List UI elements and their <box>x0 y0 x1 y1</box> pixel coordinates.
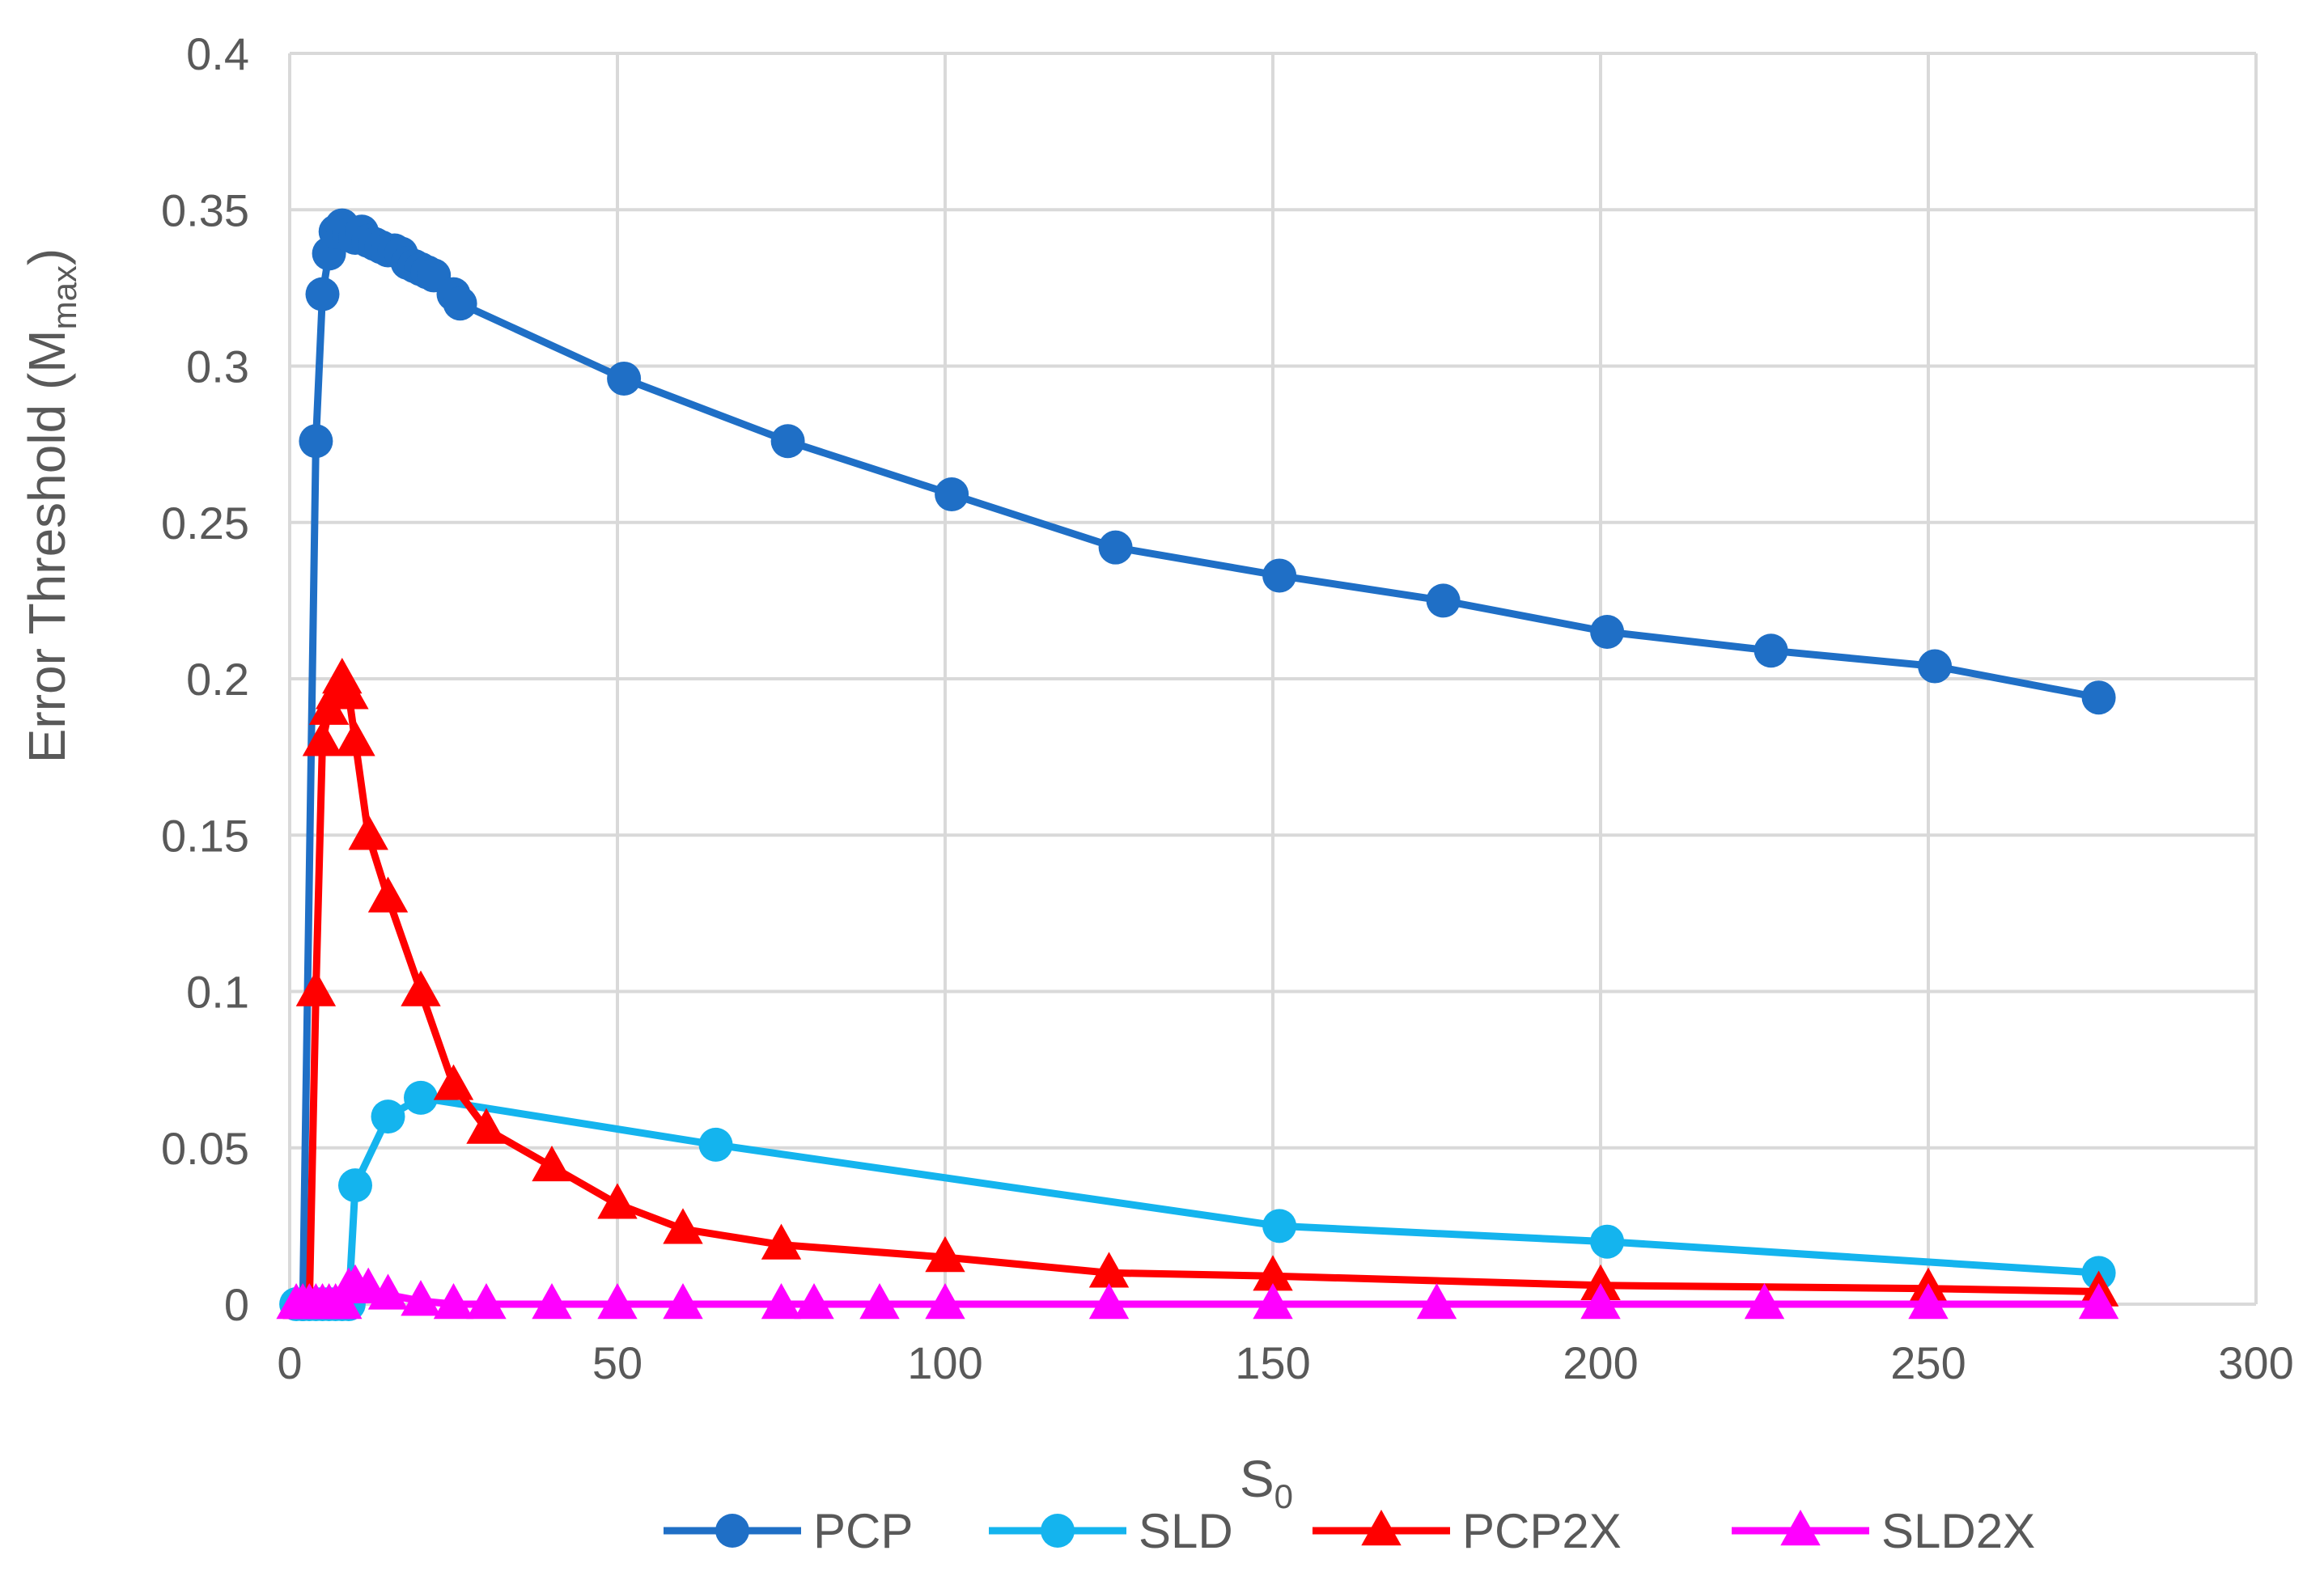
x-axis-ticks: 0 50 100 150 200 250 300 <box>277 1337 2293 1388</box>
y-tick-label: 0.35 <box>161 184 249 235</box>
data-point <box>935 477 969 511</box>
series-line-pcp <box>299 222 2103 1308</box>
legend-item-sld2x: SLD2X <box>1732 1504 2035 1558</box>
data-point <box>329 673 369 710</box>
x-tick-label: 0 <box>277 1337 302 1388</box>
y-tick-label: 0.2 <box>186 654 249 705</box>
legend-marker <box>1780 1510 1821 1546</box>
data-point <box>1416 1283 1457 1320</box>
data-point <box>348 814 388 850</box>
data-point <box>302 720 343 756</box>
series-pcp <box>286 208 2116 1321</box>
data-point <box>607 361 642 396</box>
y-tick-label: 0.05 <box>161 1123 249 1174</box>
data-point <box>1908 1283 1949 1320</box>
data-point <box>1253 1283 1293 1320</box>
x-tick-label: 100 <box>907 1337 982 1388</box>
y-tick-label: 0.3 <box>186 341 249 392</box>
legend-label: PCP2X <box>1462 1504 1622 1558</box>
data-point <box>443 286 477 321</box>
x-tick-label: 300 <box>2218 1337 2293 1388</box>
grid <box>288 52 2258 1306</box>
legend-item-sld: SLD <box>989 1504 1233 1558</box>
data-point <box>925 1283 965 1320</box>
data-point <box>1426 583 1461 618</box>
data-point <box>532 1145 572 1182</box>
x-tick-label: 150 <box>1235 1337 1310 1388</box>
data-point <box>663 1208 703 1244</box>
data-point <box>299 424 333 459</box>
data-point <box>1088 1283 1130 1320</box>
data-point <box>1754 633 1788 668</box>
data-point <box>597 1183 638 1219</box>
legend: PCP SLD PCP2X SLD2X <box>664 1504 2035 1558</box>
data-point <box>433 1283 474 1320</box>
legend-item-pcp: PCP <box>664 1504 913 1558</box>
y-tick-label: 0.1 <box>186 967 249 1018</box>
data-point <box>597 1283 638 1320</box>
series-pcp2x <box>282 658 2119 1320</box>
data-point <box>925 1236 965 1273</box>
data-point <box>761 1223 802 1260</box>
data-point <box>698 1127 733 1162</box>
legend-label: SLD2X <box>1881 1504 2035 1558</box>
data-point <box>367 876 409 913</box>
data-point <box>1253 1255 1293 1291</box>
data-point <box>1262 1209 1297 1243</box>
x-tick-label: 50 <box>592 1337 642 1388</box>
data-point <box>770 424 805 459</box>
x-axis-title: S0 <box>1240 1450 1293 1515</box>
y-tick-label: 0.15 <box>161 810 249 861</box>
data-point <box>663 1283 703 1320</box>
legend-label: SLD <box>1139 1504 1233 1558</box>
legend-marker <box>1041 1514 1075 1548</box>
data-point <box>371 1099 405 1134</box>
data-point <box>404 1080 438 1115</box>
series-sld2x <box>276 1264 2119 1320</box>
plot-area <box>276 208 2119 1321</box>
x-tick-label: 250 <box>1890 1337 1966 1388</box>
legend-item-pcp2x: PCP2X <box>1313 1504 1622 1558</box>
data-point <box>2081 680 2116 715</box>
data-point <box>1744 1283 1785 1320</box>
legend-marker <box>715 1514 749 1548</box>
y-axis-title: Error Threshold (Mmax) <box>18 248 83 764</box>
y-tick-label: 0.25 <box>161 498 249 549</box>
y-tick-label: 0 <box>224 1279 249 1330</box>
data-point <box>401 970 441 1006</box>
data-point <box>433 1064 474 1100</box>
data-point <box>1580 1283 1621 1320</box>
x-tick-label: 200 <box>1563 1337 1638 1388</box>
data-point <box>466 1108 507 1144</box>
data-point <box>1580 1264 1621 1301</box>
data-point <box>1590 615 1625 650</box>
data-point <box>335 720 375 756</box>
data-point <box>305 277 340 311</box>
y-tick-label: 0.4 <box>186 28 249 79</box>
data-point <box>859 1283 900 1320</box>
data-point <box>1262 558 1297 593</box>
data-point <box>532 1283 572 1320</box>
data-point <box>2078 1283 2119 1320</box>
legend-label: PCP <box>813 1504 913 1558</box>
data-point <box>295 970 337 1006</box>
data-point <box>1918 649 1953 684</box>
data-point <box>338 1168 372 1203</box>
data-point <box>1098 530 1133 565</box>
data-point <box>1088 1252 1130 1288</box>
data-point <box>761 1283 802 1320</box>
data-point <box>794 1283 834 1320</box>
data-point <box>401 1280 441 1316</box>
data-point <box>466 1283 507 1320</box>
y-axis-ticks: 0 0.05 0.1 0.15 0.2 0.25 0.3 0.35 0.4 <box>161 28 249 1330</box>
data-point <box>367 1273 409 1310</box>
legend-marker <box>1361 1510 1402 1546</box>
data-point <box>1590 1224 1625 1259</box>
